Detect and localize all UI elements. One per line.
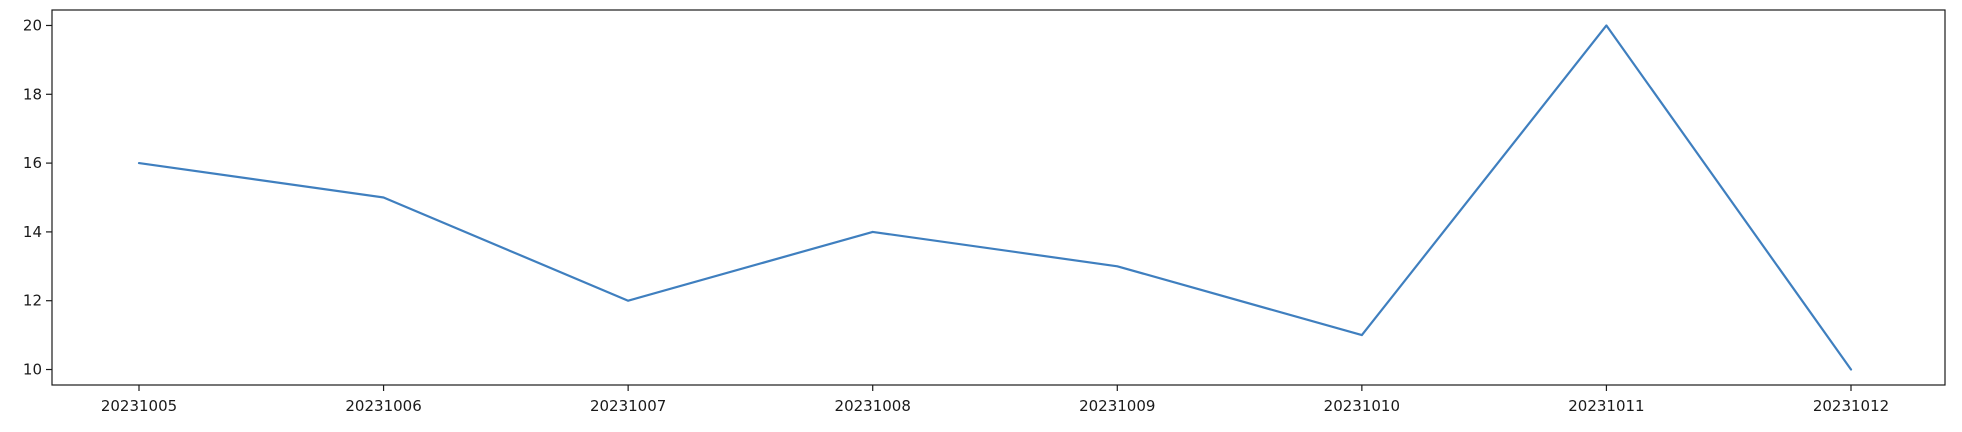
y-tick-label-18: 18 [23,85,42,103]
y-tick-label-20: 20 [23,16,42,34]
x-tick-label-20231009: 20231009 [1079,397,1155,415]
y-tick-label-14: 14 [23,223,42,241]
axes-frame [51,9,1946,386]
x-tick-label-20231005: 20231005 [101,397,177,415]
x-tick-label-20231006: 20231006 [345,397,421,415]
x-axis: 20231005 20231006 20231007 20231008 20231009… [101,385,1889,415]
y-tick-label-10: 10 [23,361,42,379]
series-line-0 [137,24,1853,371]
y-axis: 10 12 14 16 18 20 [23,16,52,379]
x-tick-label-20231007: 20231007 [590,397,666,415]
y-tick-label-16: 16 [23,154,42,172]
plot-area [137,24,1853,371]
x-tick-label-20231012: 20231012 [1813,397,1889,415]
x-tick-label-20231010: 20231010 [1324,397,1400,415]
x-tick-label-20231008: 20231008 [835,397,911,415]
x-tick-label-20231011: 20231011 [1568,397,1644,415]
y-tick-label-12: 12 [23,292,42,310]
